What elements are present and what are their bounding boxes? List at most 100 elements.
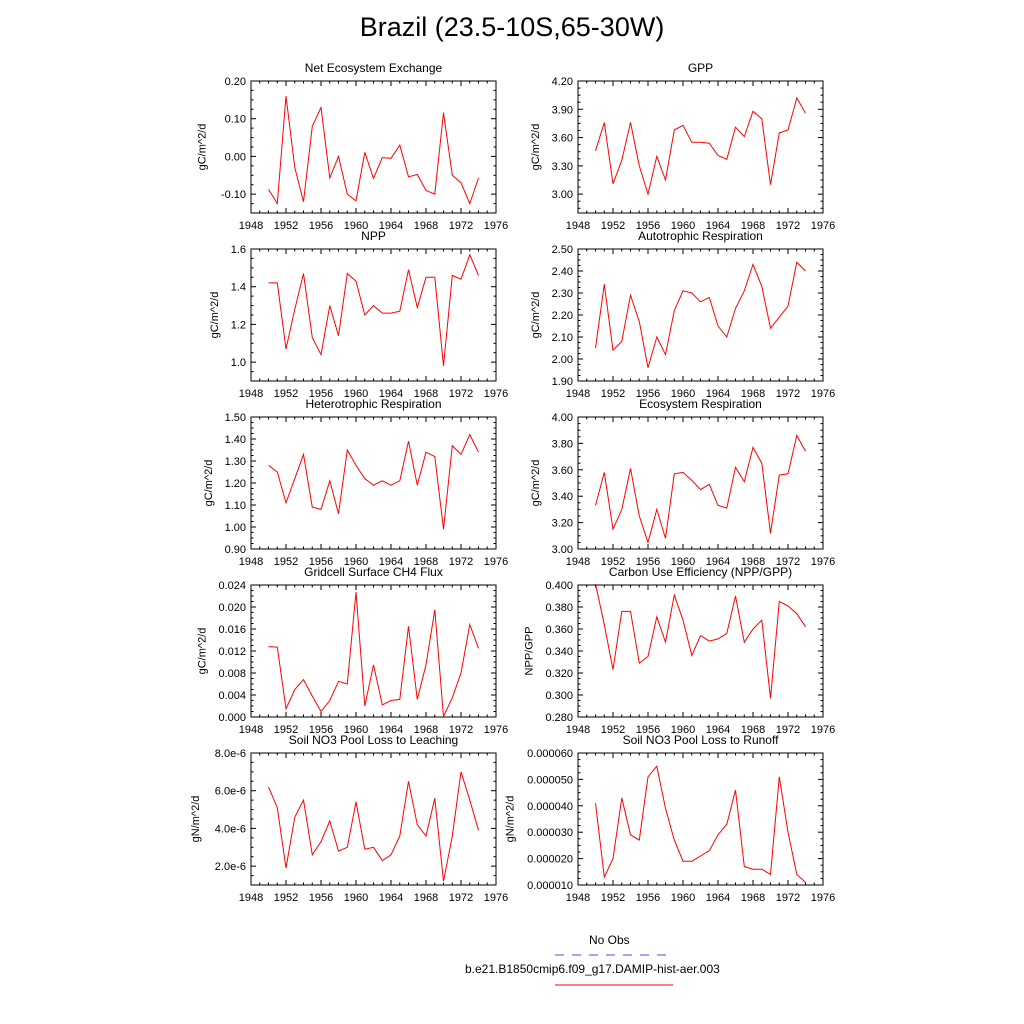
y-tick-label: 0.000040 [527, 801, 573, 813]
x-tick-label: 1972 [449, 220, 473, 232]
y-tick-label: 0.00 [225, 151, 246, 163]
x-tick-label: 1960 [344, 724, 368, 736]
x-tick-label: 1960 [344, 556, 368, 568]
y-axis-label: gN/m^2/d [190, 796, 202, 843]
x-tick-label: 1952 [274, 220, 298, 232]
y-tick-label: 0.004 [218, 690, 246, 702]
y-tick-label: 0.000020 [527, 854, 573, 866]
x-tick-label: 1968 [741, 220, 765, 232]
x-tick-label: 1964 [706, 724, 730, 736]
plot-frame [250, 80, 497, 214]
series-line [595, 583, 806, 699]
x-tick-label: 1956 [309, 556, 333, 568]
chart-panel: Ecosystem Respiration 1948 1952 1956 1960 196… [530, 397, 835, 568]
y-tick-label: 0.012 [218, 646, 246, 658]
y-tick-label: 1.90 [552, 376, 573, 388]
x-tick-label: 1956 [636, 724, 660, 736]
chart-panel: Heterotrophic Respiration 1948 1952 1956 196… [203, 397, 508, 568]
chart-panel: Soil NO3 Pool Loss to Runoff 1948 1952 1956… [505, 733, 836, 904]
x-tick-label: 1956 [636, 388, 660, 400]
y-tick-label: 1.2 [231, 319, 246, 331]
y-tick-label: 3.30 [552, 161, 573, 173]
y-axis-label: NPP/GPP [524, 627, 536, 676]
x-tick-label: 1952 [274, 892, 298, 904]
x-tick-label: 1952 [601, 556, 625, 568]
x-tick-label: 1968 [414, 724, 438, 736]
y-tick-label: 4.20 [552, 76, 573, 88]
y-tick-label: 3.20 [552, 518, 573, 530]
chart-panel: Gridcell Surface CH4 Flux 1948 1952 1956 196… [197, 565, 509, 736]
x-tick-label: 1948 [239, 724, 263, 736]
x-tick-label: 1976 [484, 892, 508, 904]
plot-frame [250, 584, 497, 718]
y-tick-label: 4.00 [552, 412, 573, 424]
x-tick-label: 1968 [741, 388, 765, 400]
x-tick-label: 1968 [414, 220, 438, 232]
y-axis-label: gC/m^2/d [203, 460, 215, 507]
x-tick-label: 1960 [344, 892, 368, 904]
series-line [268, 433, 479, 530]
x-tick-label: 1956 [309, 220, 333, 232]
y-tick-label: 0.320 [545, 668, 573, 680]
y-axis-label: gC/m^2/d [530, 124, 542, 171]
page-title: Brazil (23.5-10S,65-30W) [359, 12, 665, 42]
x-tick-label: 1964 [706, 220, 730, 232]
x-tick-label: 1972 [449, 556, 473, 568]
x-tick-label: 1976 [484, 388, 508, 400]
x-tick-label: 1952 [274, 556, 298, 568]
y-tick-label: 0.10 [225, 114, 246, 126]
x-tick-label: 1972 [776, 220, 800, 232]
y-tick-label: 0.008 [218, 668, 246, 680]
y-tick-label: 0.000 [218, 712, 246, 724]
y-tick-label: 1.0 [231, 357, 246, 369]
x-tick-label: 1964 [706, 892, 730, 904]
x-tick-label: 1956 [309, 388, 333, 400]
y-tick-label: 0.20 [225, 76, 246, 88]
x-tick-label: 1948 [566, 220, 590, 232]
chart-title: Heterotrophic Respiration [305, 397, 441, 411]
series-line [595, 765, 806, 883]
x-tick-label: 1964 [379, 556, 403, 568]
x-tick-label: 1972 [776, 556, 800, 568]
x-tick-label: 1948 [566, 724, 590, 736]
chart-title: Gridcell Surface CH4 Flux [304, 565, 443, 579]
y-tick-label: 0.024 [218, 580, 246, 592]
y-tick-label: 0.380 [545, 602, 573, 614]
x-tick-label: 1956 [309, 724, 333, 736]
plot-frame [577, 80, 824, 214]
x-tick-label: 1972 [449, 388, 473, 400]
y-tick-label: 3.00 [552, 189, 573, 201]
y-tick-label: 1.50 [225, 412, 246, 424]
y-tick-label: 1.20 [225, 478, 246, 490]
x-tick-label: 1960 [344, 220, 368, 232]
x-tick-label: 1960 [344, 388, 368, 400]
chart-title: Carbon Use Efficiency (NPP/GPP) [609, 565, 792, 579]
y-tick-label: 8.0e-6 [215, 748, 246, 760]
x-tick-label: 1960 [671, 892, 695, 904]
x-tick-label: 1976 [484, 556, 508, 568]
x-tick-label: 1952 [601, 724, 625, 736]
chart-title: NPP [361, 229, 386, 243]
y-tick-label: 0.016 [218, 624, 246, 636]
x-tick-label: 1960 [671, 724, 695, 736]
x-tick-label: 1964 [379, 388, 403, 400]
x-tick-label: 1964 [379, 724, 403, 736]
x-tick-label: 1952 [274, 388, 298, 400]
series-line [595, 261, 806, 368]
chart-title: Soil NO3 Pool Loss to Runoff [623, 733, 780, 747]
y-tick-label: 0.020 [218, 602, 246, 614]
y-tick-label: 1.10 [225, 500, 246, 512]
x-tick-label: 1952 [274, 724, 298, 736]
x-tick-label: 1968 [414, 556, 438, 568]
x-tick-label: 1964 [379, 220, 403, 232]
x-tick-label: 1948 [239, 892, 263, 904]
series-line [268, 253, 479, 366]
y-tick-label: 2.20 [552, 310, 573, 322]
x-tick-label: 1976 [811, 220, 835, 232]
x-tick-label: 1968 [414, 892, 438, 904]
x-tick-label: 1960 [671, 388, 695, 400]
x-tick-label: 1952 [601, 892, 625, 904]
y-tick-label: 3.40 [552, 491, 573, 503]
x-tick-label: 1968 [741, 724, 765, 736]
